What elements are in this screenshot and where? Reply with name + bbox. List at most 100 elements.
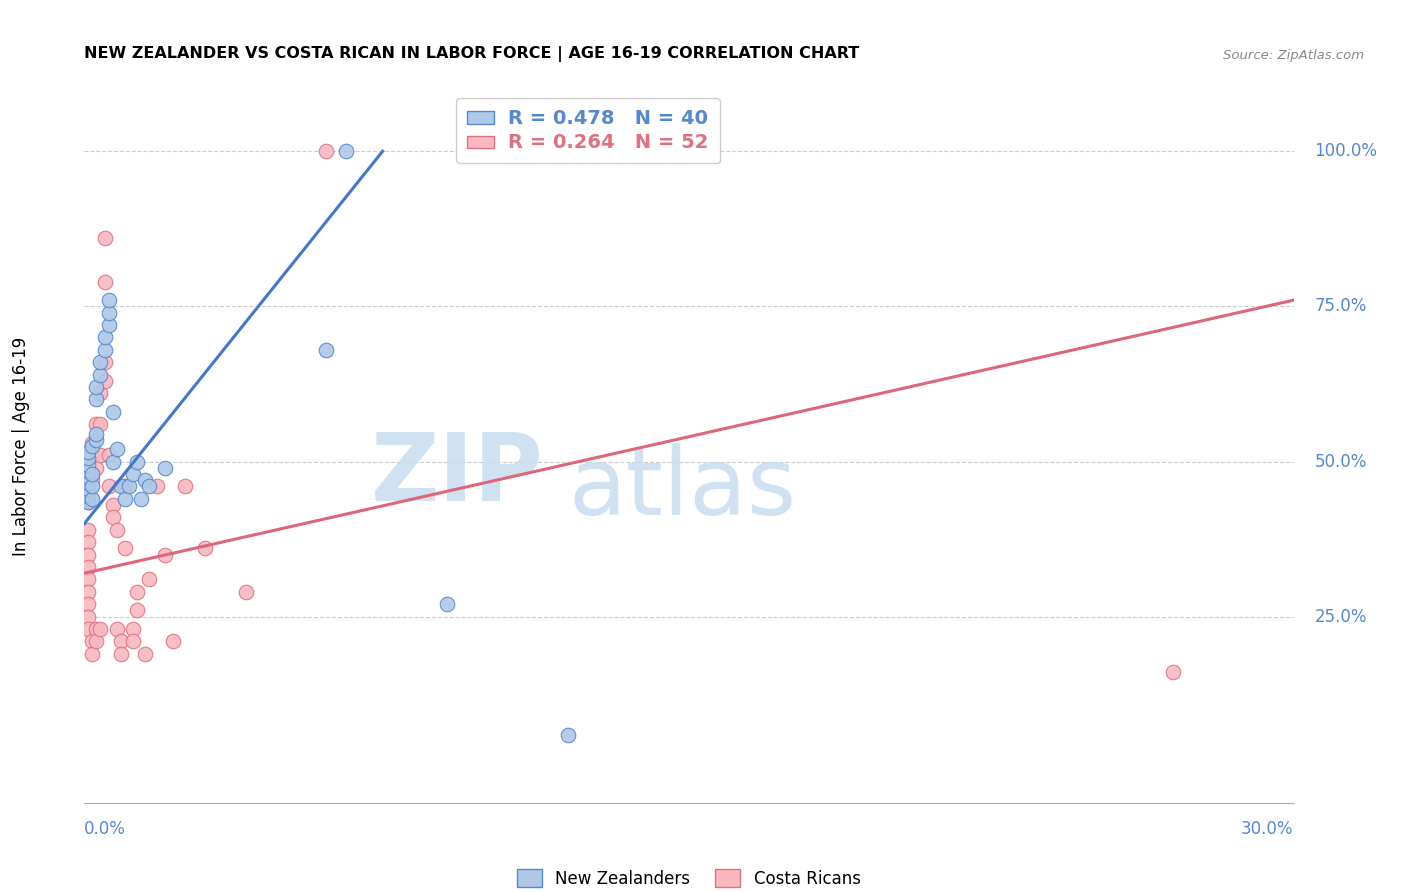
Point <box>97 479 120 493</box>
Point <box>110 634 132 648</box>
Point <box>82 647 104 661</box>
Point <box>1161 665 1184 680</box>
Point <box>93 355 115 369</box>
Point <box>93 343 115 357</box>
Text: Source: ZipAtlas.com: Source: ZipAtlas.com <box>1223 49 1364 62</box>
Point <box>89 355 111 369</box>
Point <box>89 622 111 636</box>
Point <box>121 467 143 481</box>
Text: 75.0%: 75.0% <box>1315 297 1367 316</box>
Point <box>105 442 128 456</box>
Point <box>89 368 111 382</box>
Point <box>101 498 124 512</box>
Text: 100.0%: 100.0% <box>1315 142 1378 161</box>
Point <box>146 479 169 493</box>
Point <box>129 491 152 506</box>
Point <box>77 609 100 624</box>
Point <box>101 510 124 524</box>
Text: atlas: atlas <box>568 442 796 535</box>
Text: 0.0%: 0.0% <box>84 820 127 838</box>
Point <box>174 479 197 493</box>
Point <box>557 727 579 741</box>
Point <box>77 535 100 549</box>
Point <box>105 622 128 636</box>
Point <box>82 467 104 481</box>
Point <box>101 405 124 419</box>
Point <box>77 470 100 484</box>
Point <box>134 647 156 661</box>
Point <box>235 584 257 599</box>
Text: 25.0%: 25.0% <box>1315 607 1367 625</box>
Point <box>162 634 184 648</box>
Point <box>77 489 100 503</box>
Point <box>110 647 132 661</box>
Point <box>82 448 104 462</box>
Point <box>93 231 115 245</box>
Point <box>89 417 111 432</box>
Point <box>82 479 104 493</box>
Point <box>77 495 100 509</box>
Point <box>114 491 136 506</box>
Point <box>77 483 100 497</box>
Point <box>138 573 160 587</box>
Point <box>77 584 100 599</box>
Point <box>77 495 100 509</box>
Point <box>97 305 120 319</box>
Point <box>86 426 108 441</box>
Point <box>82 467 104 481</box>
Point <box>105 523 128 537</box>
Point <box>86 392 108 407</box>
Point <box>315 343 337 357</box>
Point <box>77 445 100 459</box>
Point <box>114 479 136 493</box>
Point <box>77 451 100 466</box>
Point <box>82 439 104 453</box>
Text: 30.0%: 30.0% <box>1241 820 1294 838</box>
Legend: New Zealanders, Costa Ricans: New Zealanders, Costa Ricans <box>510 863 868 892</box>
Point <box>86 433 108 447</box>
Point <box>89 448 111 462</box>
Point <box>93 330 115 344</box>
Point <box>86 622 108 636</box>
Text: In Labor Force | Age 16-19: In Labor Force | Age 16-19 <box>13 336 30 556</box>
Point <box>77 597 100 611</box>
Point <box>125 454 148 468</box>
Text: ZIP: ZIP <box>371 428 544 521</box>
Point <box>77 548 100 562</box>
Point <box>86 417 108 432</box>
Point <box>134 473 156 487</box>
Point <box>77 476 100 491</box>
Point <box>125 584 148 599</box>
Point <box>93 374 115 388</box>
Point <box>77 622 100 636</box>
Point <box>121 622 143 636</box>
Point <box>101 454 124 468</box>
Point <box>77 573 100 587</box>
Point <box>77 523 100 537</box>
Point <box>77 458 100 472</box>
Point <box>82 634 104 648</box>
Text: 50.0%: 50.0% <box>1315 452 1367 470</box>
Point <box>138 479 160 493</box>
Point <box>114 541 136 556</box>
Point <box>125 603 148 617</box>
Point <box>77 560 100 574</box>
Point <box>86 460 108 475</box>
Point <box>153 548 176 562</box>
Point <box>97 448 120 462</box>
Point <box>97 318 120 332</box>
Point <box>93 275 115 289</box>
Point <box>110 479 132 493</box>
Point <box>153 460 176 475</box>
Point <box>86 634 108 648</box>
Point <box>97 293 120 308</box>
Point <box>436 597 458 611</box>
Point <box>82 473 104 487</box>
Point <box>315 145 337 159</box>
Point <box>86 380 108 394</box>
Point <box>121 634 143 648</box>
Point <box>82 491 104 506</box>
Text: NEW ZEALANDER VS COSTA RICAN IN LABOR FORCE | AGE 16-19 CORRELATION CHART: NEW ZEALANDER VS COSTA RICAN IN LABOR FO… <box>84 46 859 62</box>
Point <box>82 436 104 450</box>
Point <box>77 464 100 478</box>
